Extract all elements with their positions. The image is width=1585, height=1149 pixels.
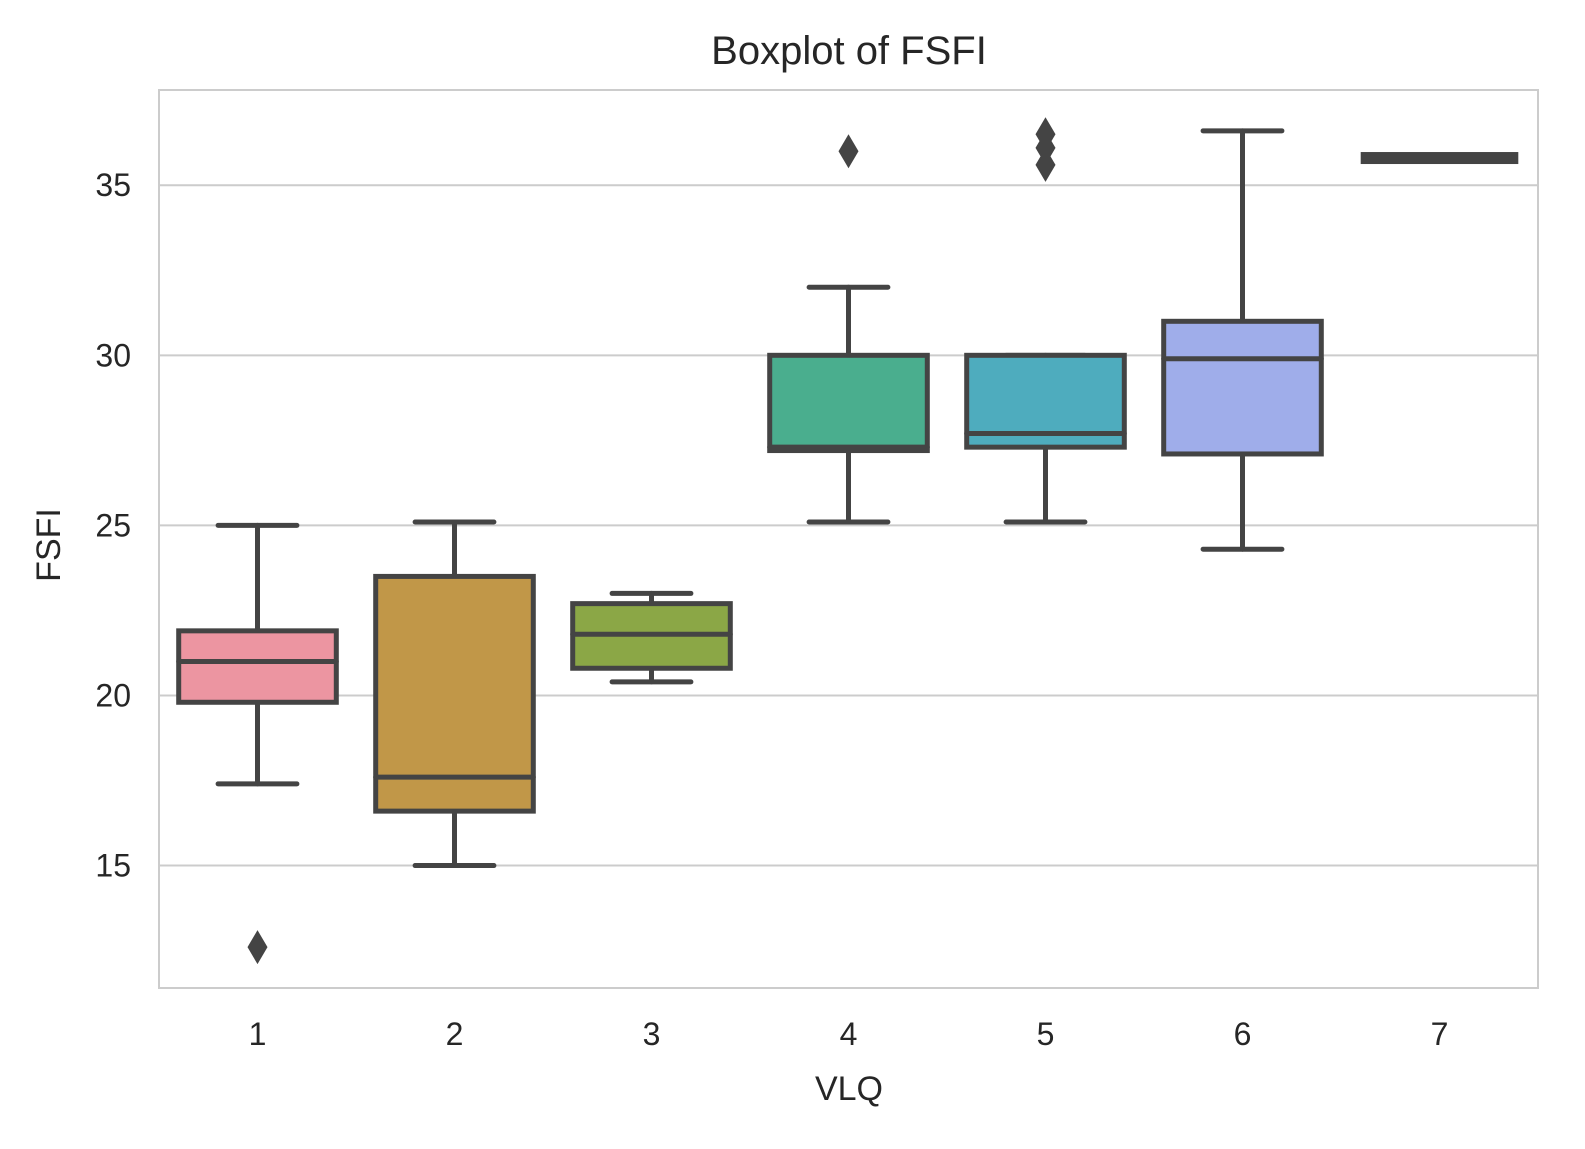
x-tick-label: 3 bbox=[643, 1016, 661, 1052]
y-tick-label: 35 bbox=[95, 167, 131, 203]
x-axis-label: VLQ bbox=[815, 1070, 883, 1108]
x-tick-label: 2 bbox=[446, 1016, 464, 1052]
x-tick-label: 1 bbox=[249, 1016, 267, 1052]
box-body bbox=[1161, 318, 1324, 457]
x-tick-label: 7 bbox=[1431, 1016, 1449, 1052]
outlier-point bbox=[1035, 117, 1056, 152]
tick-labels: 15 20 25 30 35 1 2 3 4 5 6 7 bbox=[95, 167, 1448, 1052]
x-tick-label: 5 bbox=[1037, 1016, 1055, 1052]
chart-title: Boxplot of FSFI bbox=[711, 29, 987, 73]
box-group bbox=[964, 117, 1127, 525]
box-group bbox=[373, 519, 536, 869]
y-axis-label: FSFI bbox=[30, 508, 68, 582]
box-body bbox=[1360, 152, 1519, 165]
box-group bbox=[767, 134, 930, 525]
y-tick-label: 25 bbox=[95, 507, 131, 543]
plot-frame bbox=[158, 89, 1539, 989]
box-group bbox=[1161, 128, 1324, 552]
boxes bbox=[176, 117, 1519, 965]
outlier-point bbox=[838, 134, 859, 169]
y-tick-label: 30 bbox=[95, 337, 131, 373]
box-group bbox=[176, 522, 339, 965]
box-group bbox=[570, 590, 733, 685]
box-body bbox=[373, 573, 536, 814]
box-body bbox=[176, 628, 339, 705]
outlier-point bbox=[1035, 147, 1056, 182]
outlier-point bbox=[247, 930, 268, 965]
y-tick-label: 15 bbox=[95, 848, 131, 884]
x-tick-label: 4 bbox=[840, 1016, 858, 1052]
x-tick-label: 6 bbox=[1234, 1016, 1252, 1052]
box-group bbox=[1360, 152, 1519, 165]
y-tick-label: 20 bbox=[95, 677, 131, 713]
box-body bbox=[767, 352, 930, 454]
